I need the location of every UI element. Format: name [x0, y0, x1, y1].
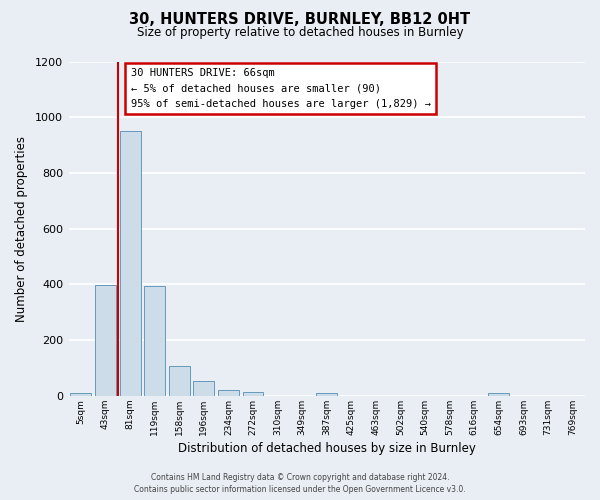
Bar [218, 390, 239, 396]
Bar [144, 286, 165, 396]
Bar [316, 393, 337, 396]
Text: Size of property relative to detached houses in Burnley: Size of property relative to detached ho… [137, 26, 463, 39]
Bar [488, 393, 509, 396]
Bar [119, 131, 140, 396]
Text: 30 HUNTERS DRIVE: 66sqm
← 5% of detached houses are smaller (90)
95% of semi-det: 30 HUNTERS DRIVE: 66sqm ← 5% of detached… [131, 68, 431, 108]
Bar [242, 392, 263, 396]
Bar [169, 366, 190, 396]
Bar [95, 286, 116, 396]
Bar [193, 382, 214, 396]
Text: 30, HUNTERS DRIVE, BURNLEY, BB12 0HT: 30, HUNTERS DRIVE, BURNLEY, BB12 0HT [130, 12, 470, 28]
X-axis label: Distribution of detached houses by size in Burnley: Distribution of detached houses by size … [178, 442, 476, 455]
Y-axis label: Number of detached properties: Number of detached properties [15, 136, 28, 322]
Text: Contains HM Land Registry data © Crown copyright and database right 2024.
Contai: Contains HM Land Registry data © Crown c… [134, 472, 466, 494]
Bar [70, 393, 91, 396]
